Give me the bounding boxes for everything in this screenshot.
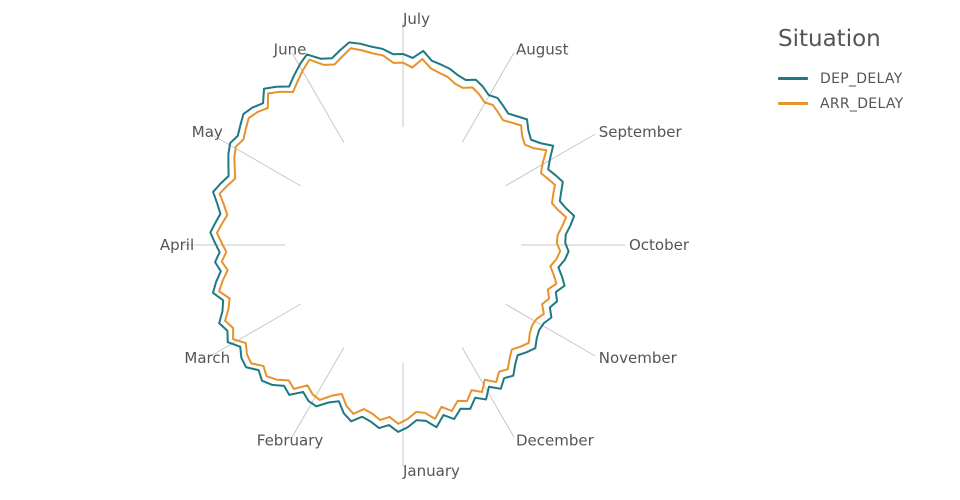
month-labels: July August September October November Decemb… bbox=[160, 10, 690, 480]
series-line-dep-delay bbox=[209, 41, 576, 433]
legend-swatch-dep-delay bbox=[778, 77, 808, 80]
legend-item-dep-delay[interactable]: DEP_DELAY bbox=[778, 66, 904, 91]
legend-item-arr-delay[interactable]: ARR_DELAY bbox=[778, 91, 904, 116]
month-label-april: April bbox=[160, 236, 194, 254]
legend-swatch-arr-delay bbox=[778, 102, 808, 105]
series-line-arr-delay bbox=[215, 47, 568, 425]
month-label-march: March bbox=[184, 349, 230, 367]
spoke-may bbox=[210, 133, 302, 187]
legend: Situation DEP_DELAY ARR_DELAY bbox=[778, 26, 904, 116]
month-label-august: August bbox=[516, 40, 569, 58]
legend-label-arr-delay: ARR_DELAY bbox=[820, 95, 904, 112]
spoke-february bbox=[291, 346, 345, 438]
month-label-february: February bbox=[257, 432, 324, 450]
spoke-march bbox=[210, 303, 302, 357]
legend-title: Situation bbox=[778, 26, 881, 52]
month-label-september: September bbox=[599, 123, 683, 141]
month-label-november: November bbox=[599, 349, 678, 367]
month-label-may: May bbox=[192, 123, 223, 141]
month-label-december: December bbox=[516, 432, 595, 450]
series-lines bbox=[209, 41, 576, 433]
month-label-june: June bbox=[273, 40, 307, 58]
month-label-january: January bbox=[402, 462, 460, 480]
spoke-august bbox=[461, 52, 515, 144]
spoke-june bbox=[291, 52, 345, 144]
spoke-november bbox=[504, 303, 596, 357]
month-label-july: July bbox=[402, 10, 430, 28]
legend-label-dep-delay: DEP_DELAY bbox=[820, 70, 903, 87]
month-label-october: October bbox=[629, 236, 690, 254]
